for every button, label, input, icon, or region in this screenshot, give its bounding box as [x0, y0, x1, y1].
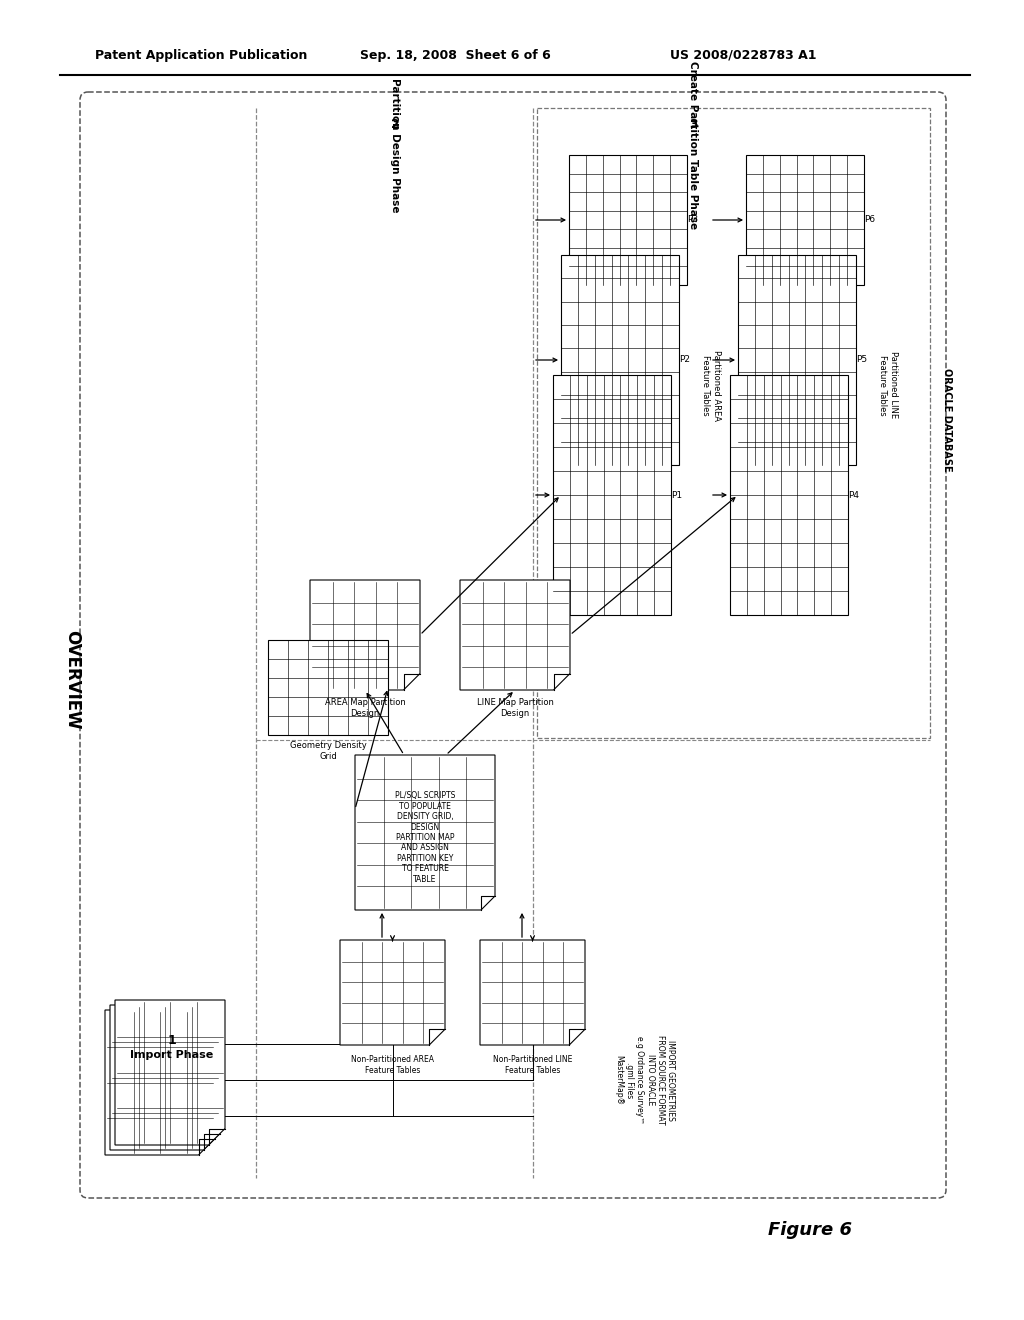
Polygon shape — [480, 940, 585, 1045]
Polygon shape — [105, 1010, 215, 1155]
Text: AREA Map Partition
Design: AREA Map Partition Design — [325, 698, 406, 718]
Text: P6: P6 — [864, 215, 876, 224]
Polygon shape — [115, 1001, 225, 1144]
Text: US 2008/0228783 A1: US 2008/0228783 A1 — [670, 49, 816, 62]
Bar — [268, 640, 388, 735]
Text: P4: P4 — [849, 491, 859, 499]
Bar — [569, 154, 687, 285]
Text: Import Phase: Import Phase — [130, 1049, 214, 1060]
Polygon shape — [340, 940, 445, 1045]
Text: Non-Partitioned AREA
Feature Tables: Non-Partitioned AREA Feature Tables — [351, 1055, 434, 1074]
Text: P5: P5 — [856, 355, 867, 364]
Text: Patent Application Publication: Patent Application Publication — [95, 49, 307, 62]
Text: Partitioned LINE
Feature Tables: Partitioned LINE Feature Tables — [879, 351, 898, 418]
Text: P2: P2 — [680, 355, 690, 364]
Text: IMPORT GEOMETRIES
FROM SOURCE FORMAT
INTO ORACLE
e.g Ordnance Survey™
.gml Files: IMPORT GEOMETRIES FROM SOURCE FORMAT INT… — [614, 1035, 676, 1125]
Polygon shape — [110, 1005, 220, 1150]
Text: Partition Design Phase: Partition Design Phase — [390, 78, 400, 213]
Text: Sep. 18, 2008  Sheet 6 of 6: Sep. 18, 2008 Sheet 6 of 6 — [360, 49, 551, 62]
Text: OVERVIEW: OVERVIEW — [63, 630, 81, 730]
Text: 2: 2 — [390, 119, 399, 132]
Bar — [553, 375, 671, 615]
Text: Non-Partitioned LINE
Feature Tables: Non-Partitioned LINE Feature Tables — [493, 1055, 572, 1074]
Bar — [537, 108, 930, 738]
Bar — [738, 255, 856, 465]
Text: P3: P3 — [687, 215, 698, 224]
Polygon shape — [355, 755, 495, 909]
Text: 3: 3 — [689, 119, 697, 132]
Text: P1: P1 — [672, 491, 683, 499]
Text: Create Partition Table Phase: Create Partition Table Phase — [688, 61, 698, 230]
Text: ORACLE DATABASE: ORACLE DATABASE — [942, 368, 952, 471]
Text: Partitioned AREA
Feature Tables: Partitioned AREA Feature Tables — [701, 350, 721, 421]
Polygon shape — [310, 579, 420, 690]
Text: Figure 6: Figure 6 — [768, 1221, 852, 1239]
Polygon shape — [460, 579, 570, 690]
Bar — [730, 375, 848, 615]
Text: 1: 1 — [168, 1034, 176, 1047]
Bar — [561, 255, 679, 465]
Text: PL/SQL SCRIPTS
TO POPULATE
DENSITY GRID,
DESIGN
PARTITION MAP
AND ASSIGN
PARTITI: PL/SQL SCRIPTS TO POPULATE DENSITY GRID,… — [395, 792, 456, 883]
Bar — [746, 154, 864, 285]
Text: LINE Map Partition
Design: LINE Map Partition Design — [476, 698, 553, 718]
Text: Geometry Density
Grid: Geometry Density Grid — [290, 742, 367, 760]
